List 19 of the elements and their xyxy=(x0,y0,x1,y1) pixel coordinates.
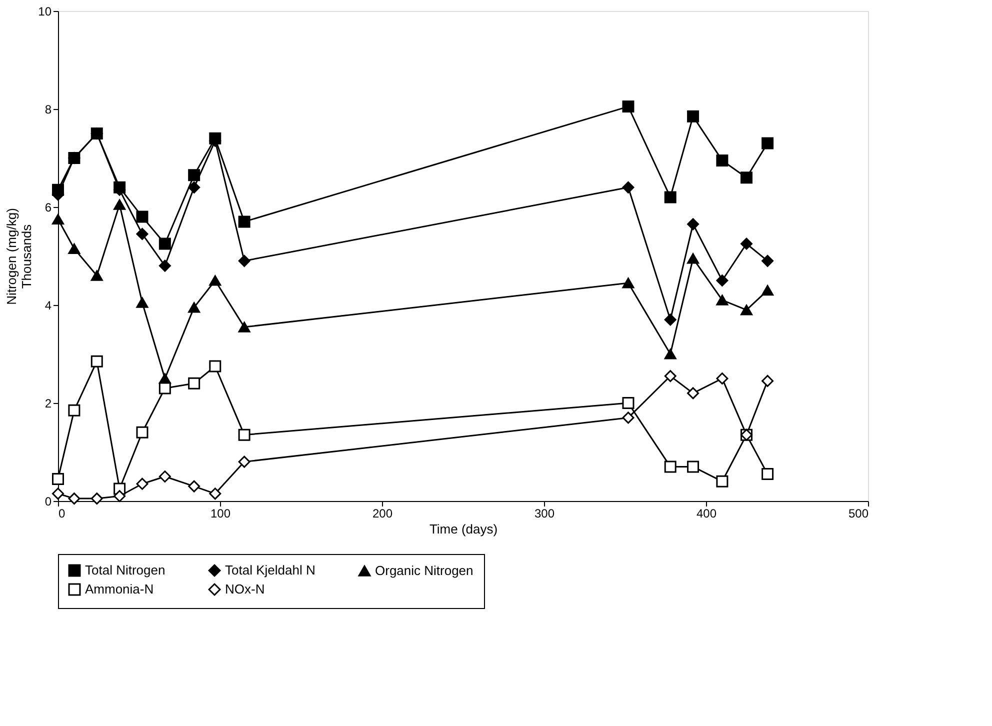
y-tick-label: 10 xyxy=(38,4,52,18)
x-tick-label: 100 xyxy=(210,506,231,520)
y-tick-label: 2 xyxy=(44,396,52,410)
y-tick-label: 4 xyxy=(44,298,52,312)
x-tick-label: 400 xyxy=(696,506,717,520)
y-tick-label: 8 xyxy=(44,102,52,116)
legend-label: Ammonia-N xyxy=(85,582,154,596)
y-tick-label: 0 xyxy=(44,494,52,508)
x-axis-title: Time (days) xyxy=(429,522,498,536)
y-tick-label: 6 xyxy=(44,200,52,214)
x-tick-label: 200 xyxy=(372,506,393,520)
x-tick-label: 300 xyxy=(534,506,555,520)
x-tick-label: 500 xyxy=(848,506,869,520)
legend-label: Organic Nitrogen xyxy=(375,562,474,578)
legend-label: Total Kjeldahl N xyxy=(225,562,316,578)
x-tick-label: 0 xyxy=(58,506,66,520)
y-axis-title: Nitrogen (mg/kg) Thousands xyxy=(4,208,34,305)
legend-label: Total Nitrogen xyxy=(85,562,166,578)
legend-label: NOx-N xyxy=(225,582,265,596)
